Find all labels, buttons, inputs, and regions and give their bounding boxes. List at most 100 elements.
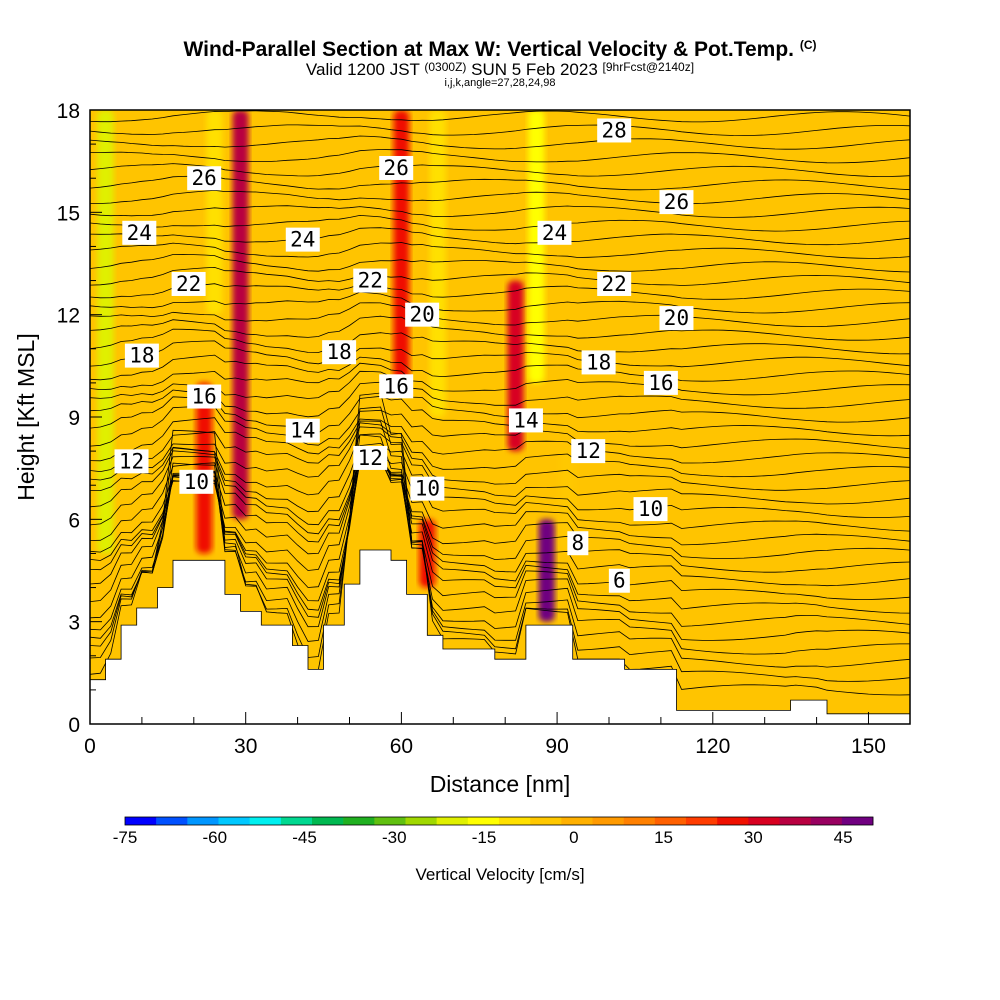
theta-contour-line — [90, 456, 910, 587]
colorbar-tick-label: -30 — [382, 828, 407, 847]
chart-title: Wind-Parallel Section at Max W: Vertical… — [0, 38, 1000, 62]
theta-contour-line — [90, 458, 910, 560]
colorbar-swatch — [374, 817, 406, 825]
colorbar-swatch — [654, 817, 687, 825]
contour-label-box — [597, 271, 632, 296]
velocity-streak — [429, 110, 446, 417]
y-tick-label: 18 — [57, 100, 80, 123]
contour-label: 12 — [358, 446, 383, 470]
theta-contour-line — [90, 96, 910, 108]
theta-contour-line — [90, 422, 910, 478]
colorbar: -75 -60 -45 -30 -15 0 15 30 45 — [113, 816, 874, 847]
colorbar-swatch — [405, 817, 437, 825]
contour-label: 6 — [613, 569, 626, 593]
theta-contour-line — [90, 442, 910, 519]
contour-label-box — [285, 227, 320, 252]
contour-label-box — [379, 155, 414, 180]
colorbar-swatch — [561, 817, 593, 825]
theta-contour-line — [90, 205, 910, 218]
theta-contour-line — [90, 381, 910, 423]
contour-label-box — [597, 118, 632, 143]
contour-label: 24 — [127, 221, 152, 245]
theta-contour-line — [90, 448, 910, 641]
colorbar-tick-label: 30 — [744, 828, 763, 847]
y-axis-label: Height [Kft MSL] — [13, 333, 39, 500]
colorbar-swatch — [249, 817, 282, 825]
theta-contour-line — [90, 392, 910, 696]
contour-label: 18 — [326, 340, 351, 364]
contour-label-box — [643, 370, 678, 395]
contour-label: 28 — [602, 118, 627, 142]
contour-label: 14 — [290, 419, 315, 443]
theta-contour-line — [90, 135, 910, 150]
contour-label-box — [508, 408, 543, 433]
velocity-streak — [538, 519, 555, 622]
contour-label-box — [405, 302, 440, 327]
contour-label-box — [285, 418, 320, 443]
theta-contours — [90, 96, 910, 696]
colorbar-tick-label: -15 — [472, 828, 497, 847]
y-tick-label: 6 — [68, 509, 80, 532]
contour-label: 26 — [384, 156, 409, 180]
grid-indices: i,j,k,angle=27,28,24,98 — [444, 77, 556, 89]
terrain-profile — [90, 549, 910, 724]
colorbar-label: Vertical Velocity [cm/s] — [415, 865, 584, 884]
colorbar-swatch — [187, 817, 219, 825]
colorbar-tick-label: -75 — [113, 828, 138, 847]
theta-contour-line — [90, 110, 910, 123]
contour-label: 12 — [119, 449, 144, 473]
theta-contour-line — [90, 458, 910, 627]
theta-contour-line — [90, 149, 910, 164]
contour-label: 18 — [586, 350, 611, 374]
contour-label-box — [122, 220, 157, 245]
colorbar-swatch — [748, 817, 780, 825]
chart-subtitle: Valid 1200 JST (0300Z) SUN 5 Feb 2023 [9… — [0, 60, 1000, 80]
colorbar-swatch — [312, 817, 344, 825]
valid-date: SUN 5 Feb 2023 — [471, 60, 598, 79]
theta-contour-line — [90, 457, 910, 600]
colorbar-tick-label: -45 — [292, 828, 317, 847]
velocity-streak — [528, 110, 545, 383]
contour-label-box — [571, 439, 606, 464]
colorbar-swatch — [156, 817, 188, 825]
contour-label-box — [124, 343, 159, 368]
theta-contour-line — [90, 453, 910, 532]
copyright-mark: (C) — [799, 38, 817, 52]
x-tick-label: 90 — [545, 735, 568, 758]
contour-label-box — [353, 445, 388, 470]
forecast-info: [9hrFcst@2140z] — [602, 60, 695, 74]
contour-label: 18 — [129, 344, 154, 368]
contour-label-box — [659, 190, 694, 215]
x-tick-label: 60 — [390, 735, 413, 758]
contour-label: 10 — [415, 477, 440, 501]
velocity-streak — [206, 110, 223, 315]
contour-label: 10 — [638, 497, 663, 521]
theta-contour-line — [90, 406, 910, 682]
x-axis-label: Distance [nm] — [430, 771, 571, 797]
colorbar-swatch — [592, 817, 624, 825]
colorbar-tick-label: 15 — [654, 828, 673, 847]
x-tick-label: 30 — [234, 735, 257, 758]
theta-contour-line — [90, 291, 910, 314]
theta-contour-line — [90, 214, 910, 232]
contour-label-box — [322, 340, 357, 365]
contour-label: 26 — [664, 190, 689, 214]
contour-label: 16 — [384, 374, 409, 398]
contour-label: 14 — [513, 408, 538, 432]
contour-label-box — [567, 531, 589, 556]
theta-contour-line — [90, 175, 910, 191]
theta-contour-line — [90, 459, 910, 614]
colorbar-swatch — [280, 817, 313, 825]
contour-label-box — [659, 306, 694, 331]
theta-contour-line — [90, 433, 910, 505]
contour-label: 12 — [576, 439, 601, 463]
contour-label-box — [171, 271, 206, 296]
contour-label: 8 — [572, 531, 585, 555]
theta-contour-line — [90, 459, 910, 546]
velocity-streak — [196, 382, 213, 554]
contour-label: 16 — [192, 385, 217, 409]
theta-contour-line — [90, 315, 910, 341]
colorbar-swatch — [343, 817, 375, 825]
valid-time-z: (0300Z) — [424, 60, 467, 74]
